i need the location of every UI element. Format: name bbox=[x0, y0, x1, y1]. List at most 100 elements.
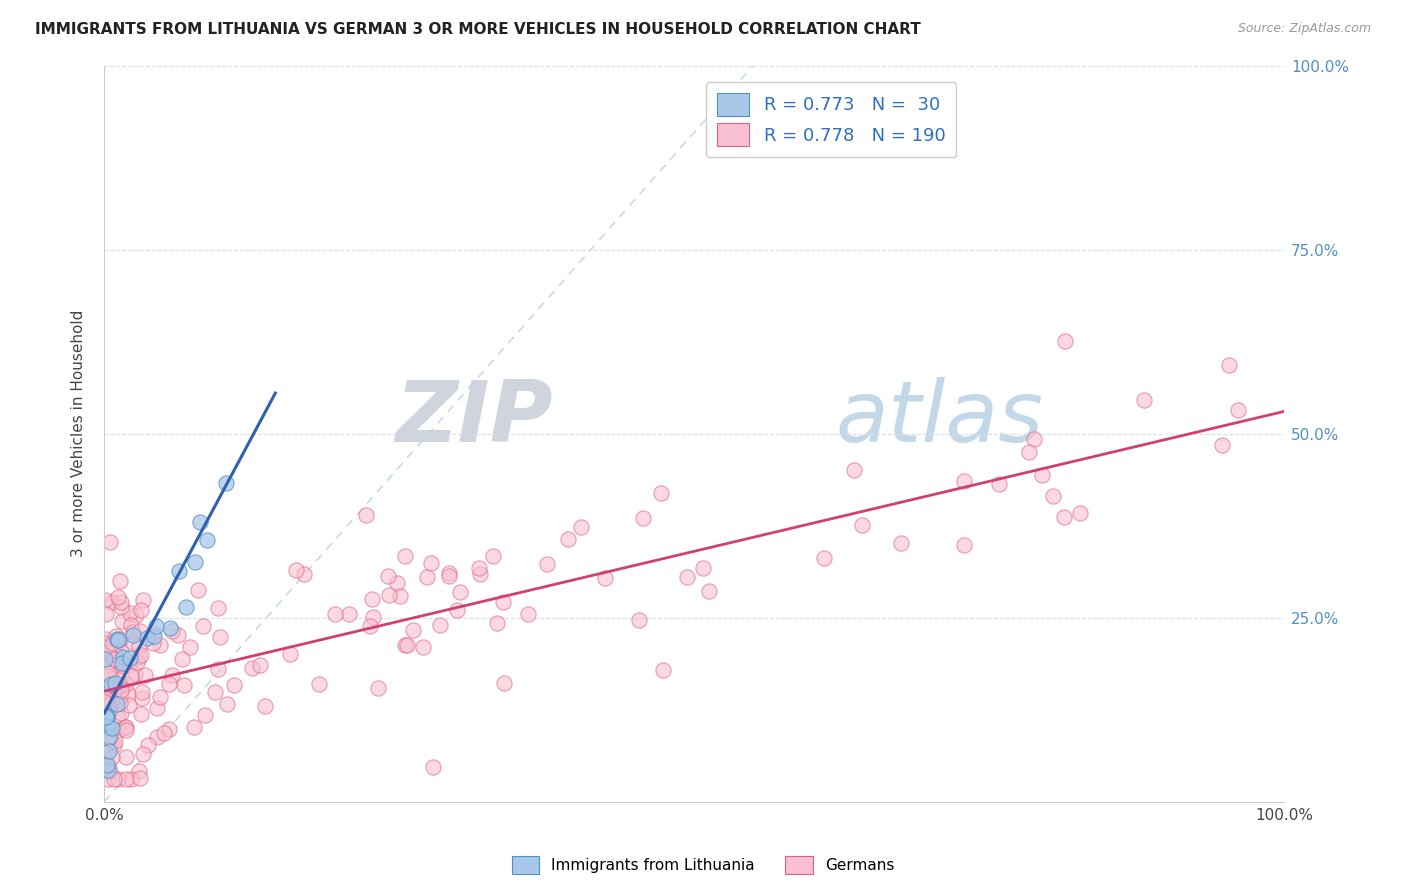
Point bbox=[987, 477, 1010, 491]
Point bbox=[482, 549, 505, 564]
Point bbox=[170, 652, 193, 666]
Point bbox=[188, 515, 211, 529]
Point bbox=[108, 679, 131, 693]
Point bbox=[120, 606, 142, 620]
Point bbox=[1211, 438, 1233, 452]
Point bbox=[97, 764, 120, 778]
Point bbox=[159, 621, 181, 635]
Point bbox=[361, 609, 384, 624]
Point bbox=[1024, 432, 1046, 446]
Point bbox=[160, 624, 183, 638]
Point bbox=[98, 534, 121, 549]
Point bbox=[253, 699, 276, 714]
Point bbox=[94, 695, 117, 709]
Point bbox=[183, 555, 205, 569]
Point bbox=[131, 691, 153, 706]
Point bbox=[101, 636, 124, 650]
Point bbox=[101, 695, 124, 709]
Point bbox=[100, 697, 122, 711]
Point bbox=[149, 690, 172, 704]
Point bbox=[1042, 489, 1064, 503]
Point bbox=[127, 655, 149, 669]
Point bbox=[94, 690, 117, 705]
Point bbox=[890, 535, 912, 549]
Text: atlas: atlas bbox=[835, 377, 1043, 460]
Point bbox=[128, 639, 150, 653]
Point bbox=[323, 607, 346, 622]
Point bbox=[437, 568, 460, 582]
Point bbox=[103, 652, 125, 666]
Point bbox=[394, 549, 416, 563]
Point bbox=[470, 566, 492, 581]
Point bbox=[100, 734, 122, 748]
Point bbox=[437, 566, 460, 581]
Point bbox=[98, 692, 121, 706]
Point bbox=[122, 635, 145, 649]
Point bbox=[118, 658, 141, 673]
Point bbox=[105, 657, 128, 671]
Point bbox=[110, 645, 132, 659]
Point bbox=[593, 571, 616, 585]
Point bbox=[107, 678, 129, 692]
Point bbox=[394, 639, 416, 653]
Point bbox=[1054, 334, 1077, 349]
Point bbox=[129, 624, 152, 638]
Point bbox=[97, 719, 120, 733]
Point bbox=[536, 557, 558, 571]
Point bbox=[100, 690, 122, 705]
Point bbox=[134, 667, 156, 681]
Point bbox=[468, 561, 491, 575]
Point bbox=[128, 649, 150, 664]
Point bbox=[179, 640, 201, 655]
Point bbox=[94, 651, 117, 665]
Point bbox=[96, 758, 118, 772]
Point bbox=[650, 486, 672, 500]
Point bbox=[97, 669, 120, 683]
Point bbox=[166, 628, 188, 642]
Point bbox=[100, 668, 122, 682]
Point bbox=[402, 623, 425, 637]
Point bbox=[97, 757, 120, 772]
Point bbox=[367, 681, 389, 695]
Point bbox=[953, 538, 976, 552]
Point bbox=[103, 772, 125, 787]
Point bbox=[107, 772, 129, 787]
Point bbox=[449, 585, 471, 599]
Point bbox=[115, 720, 138, 734]
Point bbox=[110, 688, 132, 702]
Point bbox=[98, 744, 121, 758]
Point bbox=[412, 640, 434, 654]
Point bbox=[101, 595, 124, 609]
Point bbox=[135, 631, 157, 645]
Point bbox=[96, 697, 118, 711]
Point bbox=[117, 687, 139, 701]
Point bbox=[110, 683, 132, 698]
Point bbox=[110, 706, 132, 720]
Point bbox=[142, 636, 165, 650]
Point bbox=[385, 575, 408, 590]
Point bbox=[486, 615, 509, 630]
Point bbox=[98, 730, 121, 744]
Point bbox=[132, 747, 155, 761]
Text: IMMIGRANTS FROM LITHUANIA VS GERMAN 3 OR MORE VEHICLES IN HOUSEHOLD CORRELATION : IMMIGRANTS FROM LITHUANIA VS GERMAN 3 OR… bbox=[35, 22, 921, 37]
Point bbox=[108, 696, 131, 710]
Point bbox=[120, 669, 142, 683]
Point bbox=[128, 764, 150, 778]
Point bbox=[115, 750, 138, 764]
Point bbox=[378, 588, 401, 602]
Point bbox=[104, 629, 127, 643]
Point bbox=[249, 658, 271, 673]
Point bbox=[105, 632, 128, 646]
Point bbox=[110, 595, 132, 609]
Point bbox=[842, 463, 865, 477]
Point bbox=[194, 708, 217, 723]
Point bbox=[1053, 509, 1076, 524]
Point bbox=[94, 719, 117, 733]
Point bbox=[98, 704, 121, 718]
Point bbox=[103, 647, 125, 661]
Point bbox=[131, 706, 153, 721]
Point bbox=[146, 730, 169, 744]
Point bbox=[167, 564, 190, 578]
Point bbox=[494, 675, 516, 690]
Point bbox=[142, 629, 165, 643]
